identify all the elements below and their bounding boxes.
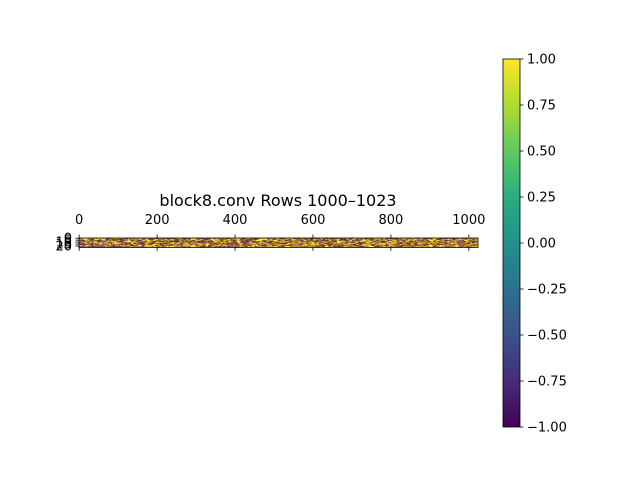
colorbar-gradient bbox=[502, 58, 521, 428]
colorbar: 1.00 0.75 0.50 0.25 0.00 −0.25 −0.50 −0.75 −1.00 bbox=[502, 53, 567, 436]
colorbar-tick-label: −0.25 bbox=[527, 283, 567, 298]
x-tick-label: 600 bbox=[301, 213, 326, 228]
x-tick-label: 400 bbox=[223, 213, 248, 228]
colorbar-tick-label: −1.00 bbox=[527, 421, 567, 436]
x-tick-label: 200 bbox=[145, 213, 170, 228]
colorbar-ticks: 1.00 0.75 0.50 0.25 0.00 −0.25 −0.50 −0.75 −1.00 bbox=[520, 53, 567, 436]
colorbar-tick-label: −0.50 bbox=[527, 329, 567, 344]
colorbar-tick-label: 0.00 bbox=[527, 237, 556, 252]
colorbar-tick-label: 1.00 bbox=[527, 53, 556, 68]
x-tick-label: 1000 bbox=[452, 213, 485, 228]
chart-title: block8.conv Rows 1000–1023 bbox=[159, 191, 396, 210]
y-tick-label: 5 bbox=[64, 234, 72, 249]
colorbar-tick-label: 0.50 bbox=[527, 145, 556, 160]
colorbar-tick-label: −0.75 bbox=[527, 375, 567, 390]
y-tick-label: 0 bbox=[64, 232, 72, 247]
y-tick-label: 15 bbox=[55, 238, 72, 253]
y-tick-label: 10 bbox=[55, 236, 72, 251]
colorbar-tick-label: 0.75 bbox=[527, 99, 556, 114]
colorbar-tick-label: 0.25 bbox=[527, 191, 556, 206]
x-axis-ticks: 0 200 400 600 800 1000 bbox=[75, 213, 485, 251]
x-tick-label: 800 bbox=[378, 213, 403, 228]
x-tick-label: 0 bbox=[75, 213, 83, 228]
y-tick-label: 20 bbox=[55, 240, 72, 255]
heatmap-frame bbox=[78, 237, 479, 248]
heatmap-cells bbox=[79, 238, 478, 248]
